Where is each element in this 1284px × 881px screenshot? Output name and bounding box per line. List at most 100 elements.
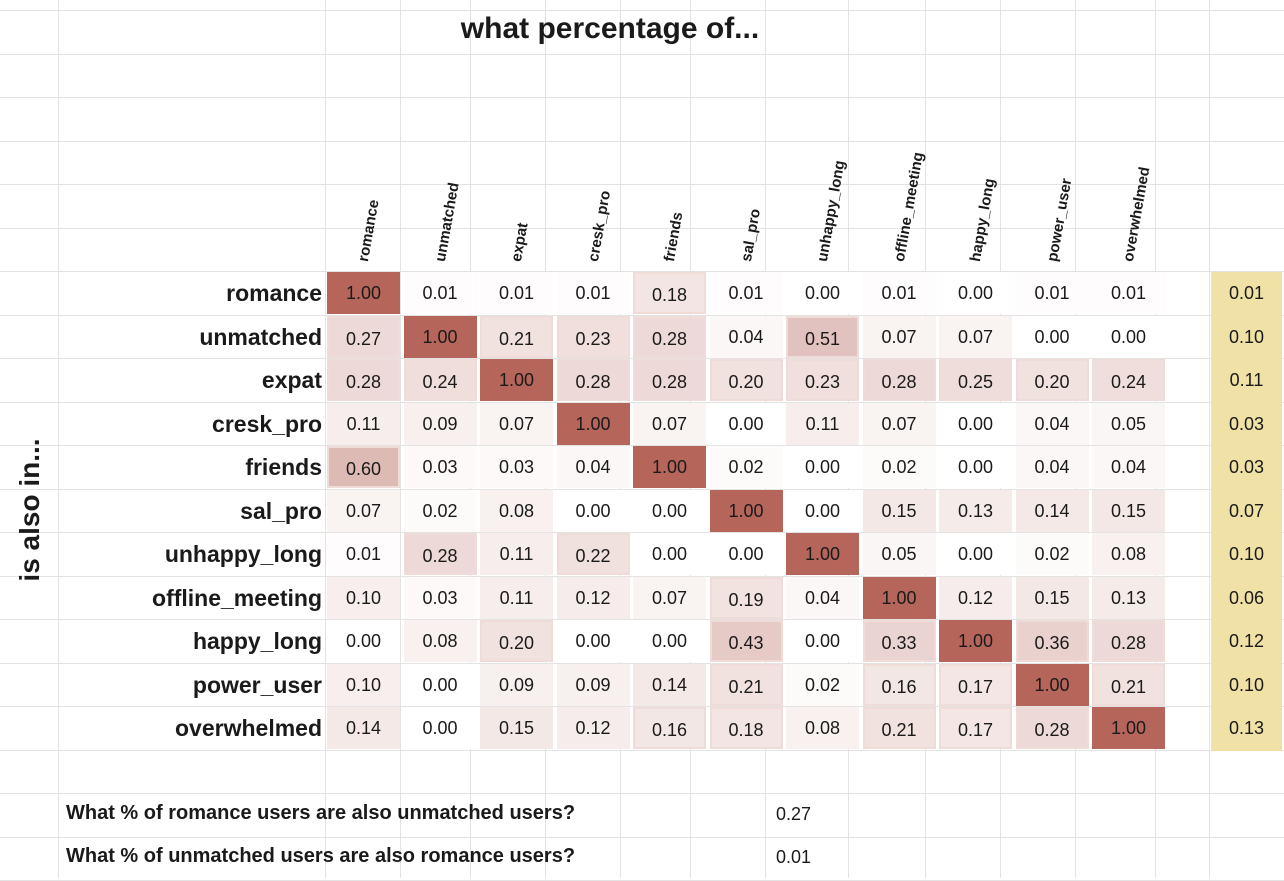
heatmap-cell[interactable]: 1.00 (327, 272, 400, 314)
heatmap-cell[interactable]: 0.11 (786, 402, 859, 445)
heatmap-cell[interactable]: 0.11 (480, 576, 553, 619)
heatmap-cell[interactable]: 0.04 (786, 576, 859, 619)
heatmap-cell[interactable]: 0.00 (633, 489, 706, 532)
extra-column-cell[interactable]: 0.10 (1211, 663, 1282, 707)
heatmap-cell[interactable]: 0.17 (939, 707, 1012, 749)
heatmap-cell[interactable]: 1.00 (480, 359, 553, 401)
heatmap-cell[interactable]: 0.00 (403, 663, 477, 706)
heatmap-cell[interactable]: 0.22 (556, 533, 630, 575)
heatmap-cell[interactable]: 1.00 (403, 315, 477, 358)
heatmap-cell[interactable]: 0.00 (1092, 315, 1165, 358)
heatmap-cell[interactable]: 0.19 (709, 576, 783, 619)
extra-column-cell[interactable]: 0.01 (1211, 272, 1282, 316)
heatmap-cell[interactable]: 0.17 (939, 663, 1012, 706)
heatmap-cell[interactable]: 0.28 (633, 315, 706, 358)
heatmap-cell[interactable]: 0.15 (1092, 489, 1165, 532)
heatmap-cell[interactable]: 0.01 (480, 272, 553, 314)
heatmap-cell[interactable]: 0.00 (709, 533, 783, 575)
heatmap-cell[interactable]: 0.04 (709, 315, 783, 358)
heatmap-cell[interactable]: 0.24 (403, 359, 477, 401)
extra-column-cell[interactable]: 0.13 (1211, 707, 1282, 751)
heatmap-cell[interactable]: 0.02 (862, 446, 936, 488)
answer-1[interactable]: 0.27 (776, 804, 812, 824)
heatmap-cell[interactable]: 0.00 (327, 620, 400, 662)
extra-column-cell[interactable]: 0.06 (1211, 576, 1282, 620)
heatmap-cell[interactable]: 0.08 (480, 489, 553, 532)
heatmap-cell[interactable]: 0.14 (327, 707, 400, 749)
heatmap-cell[interactable]: 0.25 (939, 359, 1012, 401)
heatmap-cell[interactable]: 0.02 (786, 663, 859, 706)
heatmap-cell[interactable]: 0.04 (1092, 446, 1165, 488)
heatmap-cell[interactable]: 0.08 (1092, 533, 1165, 575)
heatmap-cell[interactable]: 0.08 (786, 707, 859, 749)
heatmap-cell[interactable]: 0.00 (786, 272, 859, 314)
heatmap-cell[interactable]: 0.24 (1092, 359, 1165, 401)
heatmap-cell[interactable]: 0.00 (633, 620, 706, 662)
heatmap-cell[interactable]: 0.09 (556, 663, 630, 706)
heatmap-cell[interactable]: 0.09 (480, 663, 553, 706)
heatmap-cell[interactable]: 0.07 (633, 402, 706, 445)
heatmap-cell[interactable]: 1.00 (709, 489, 783, 532)
heatmap-cell[interactable]: 0.20 (480, 620, 553, 662)
heatmap-cell[interactable]: 0.14 (1015, 489, 1089, 532)
heatmap-cell[interactable]: 0.12 (556, 707, 630, 749)
heatmap-cell[interactable]: 0.12 (556, 576, 630, 619)
heatmap-cell[interactable]: 0.00 (786, 489, 859, 532)
heatmap-cell[interactable]: 0.10 (327, 663, 400, 706)
heatmap-cell[interactable]: 0.07 (327, 489, 400, 532)
heatmap-cell[interactable]: 0.11 (327, 402, 400, 445)
heatmap-cell[interactable]: 0.04 (1015, 446, 1089, 488)
heatmap-cell[interactable]: 0.03 (480, 446, 553, 488)
heatmap-cell[interactable]: 0.10 (327, 576, 400, 619)
heatmap-cell[interactable]: 0.18 (633, 272, 706, 314)
heatmap-cell[interactable]: 0.00 (403, 707, 477, 749)
heatmap-cell[interactable]: 0.05 (862, 533, 936, 575)
heatmap-cell[interactable]: 0.01 (327, 533, 400, 575)
heatmap-cell[interactable]: 0.01 (862, 272, 936, 314)
extra-column-cell[interactable]: 0.11 (1211, 359, 1282, 403)
heatmap-cell[interactable]: 0.43 (709, 620, 783, 662)
heatmap-cell[interactable]: 0.20 (709, 359, 783, 401)
heatmap-cell[interactable]: 0.07 (480, 402, 553, 445)
heatmap-cell[interactable]: 0.07 (633, 576, 706, 619)
heatmap-cell[interactable]: 0.16 (633, 707, 706, 749)
heatmap-cell[interactable]: 0.00 (709, 402, 783, 445)
heatmap-cell[interactable]: 0.08 (403, 620, 477, 662)
heatmap-cell[interactable]: 0.12 (939, 576, 1012, 619)
heatmap-cell[interactable]: 0.04 (1015, 402, 1089, 445)
heatmap-cell[interactable]: 0.03 (403, 446, 477, 488)
extra-column-cell[interactable]: 0.03 (1211, 446, 1282, 490)
heatmap-cell[interactable]: 1.00 (1092, 707, 1165, 749)
heatmap-cell[interactable]: 0.00 (786, 446, 859, 488)
heatmap-cell[interactable]: 0.28 (1015, 707, 1089, 749)
heatmap-cell[interactable]: 0.00 (556, 620, 630, 662)
heatmap-cell[interactable]: 0.05 (1092, 402, 1165, 445)
heatmap-cell[interactable]: 0.02 (709, 446, 783, 488)
heatmap-cell[interactable]: 0.00 (786, 620, 859, 662)
heatmap-cell[interactable]: 1.00 (862, 576, 936, 619)
answer-2[interactable]: 0.01 (776, 847, 812, 867)
heatmap-cell[interactable]: 0.00 (939, 402, 1012, 445)
extra-column-cell[interactable]: 0.07 (1211, 489, 1282, 533)
heatmap-cell[interactable]: 0.00 (556, 489, 630, 532)
heatmap-cell[interactable]: 0.00 (939, 446, 1012, 488)
heatmap-cell[interactable]: 1.00 (1015, 663, 1089, 706)
heatmap-cell[interactable]: 0.00 (939, 533, 1012, 575)
heatmap-cell[interactable]: 1.00 (556, 402, 630, 445)
heatmap-cell[interactable]: 0.28 (327, 359, 400, 401)
heatmap-cell[interactable]: 0.15 (862, 489, 936, 532)
heatmap-cell[interactable]: 0.16 (862, 663, 936, 706)
heatmap-cell[interactable]: 0.07 (862, 315, 936, 358)
heatmap-cell[interactable]: 0.13 (939, 489, 1012, 532)
heatmap-cell[interactable]: 0.02 (1015, 533, 1089, 575)
heatmap-cell[interactable]: 0.28 (862, 359, 936, 401)
heatmap-cell[interactable]: 0.33 (862, 620, 936, 662)
heatmap-cell[interactable]: 0.00 (1015, 315, 1089, 358)
heatmap-cell[interactable]: 0.03 (403, 576, 477, 619)
heatmap-cell[interactable]: 0.21 (862, 707, 936, 749)
heatmap-cell[interactable]: 0.28 (556, 359, 630, 401)
heatmap-cell[interactable]: 1.00 (633, 446, 706, 488)
heatmap-cell[interactable]: 0.15 (480, 707, 553, 749)
heatmap-cell[interactable]: 0.07 (862, 402, 936, 445)
heatmap-cell[interactable]: 0.36 (1015, 620, 1089, 662)
